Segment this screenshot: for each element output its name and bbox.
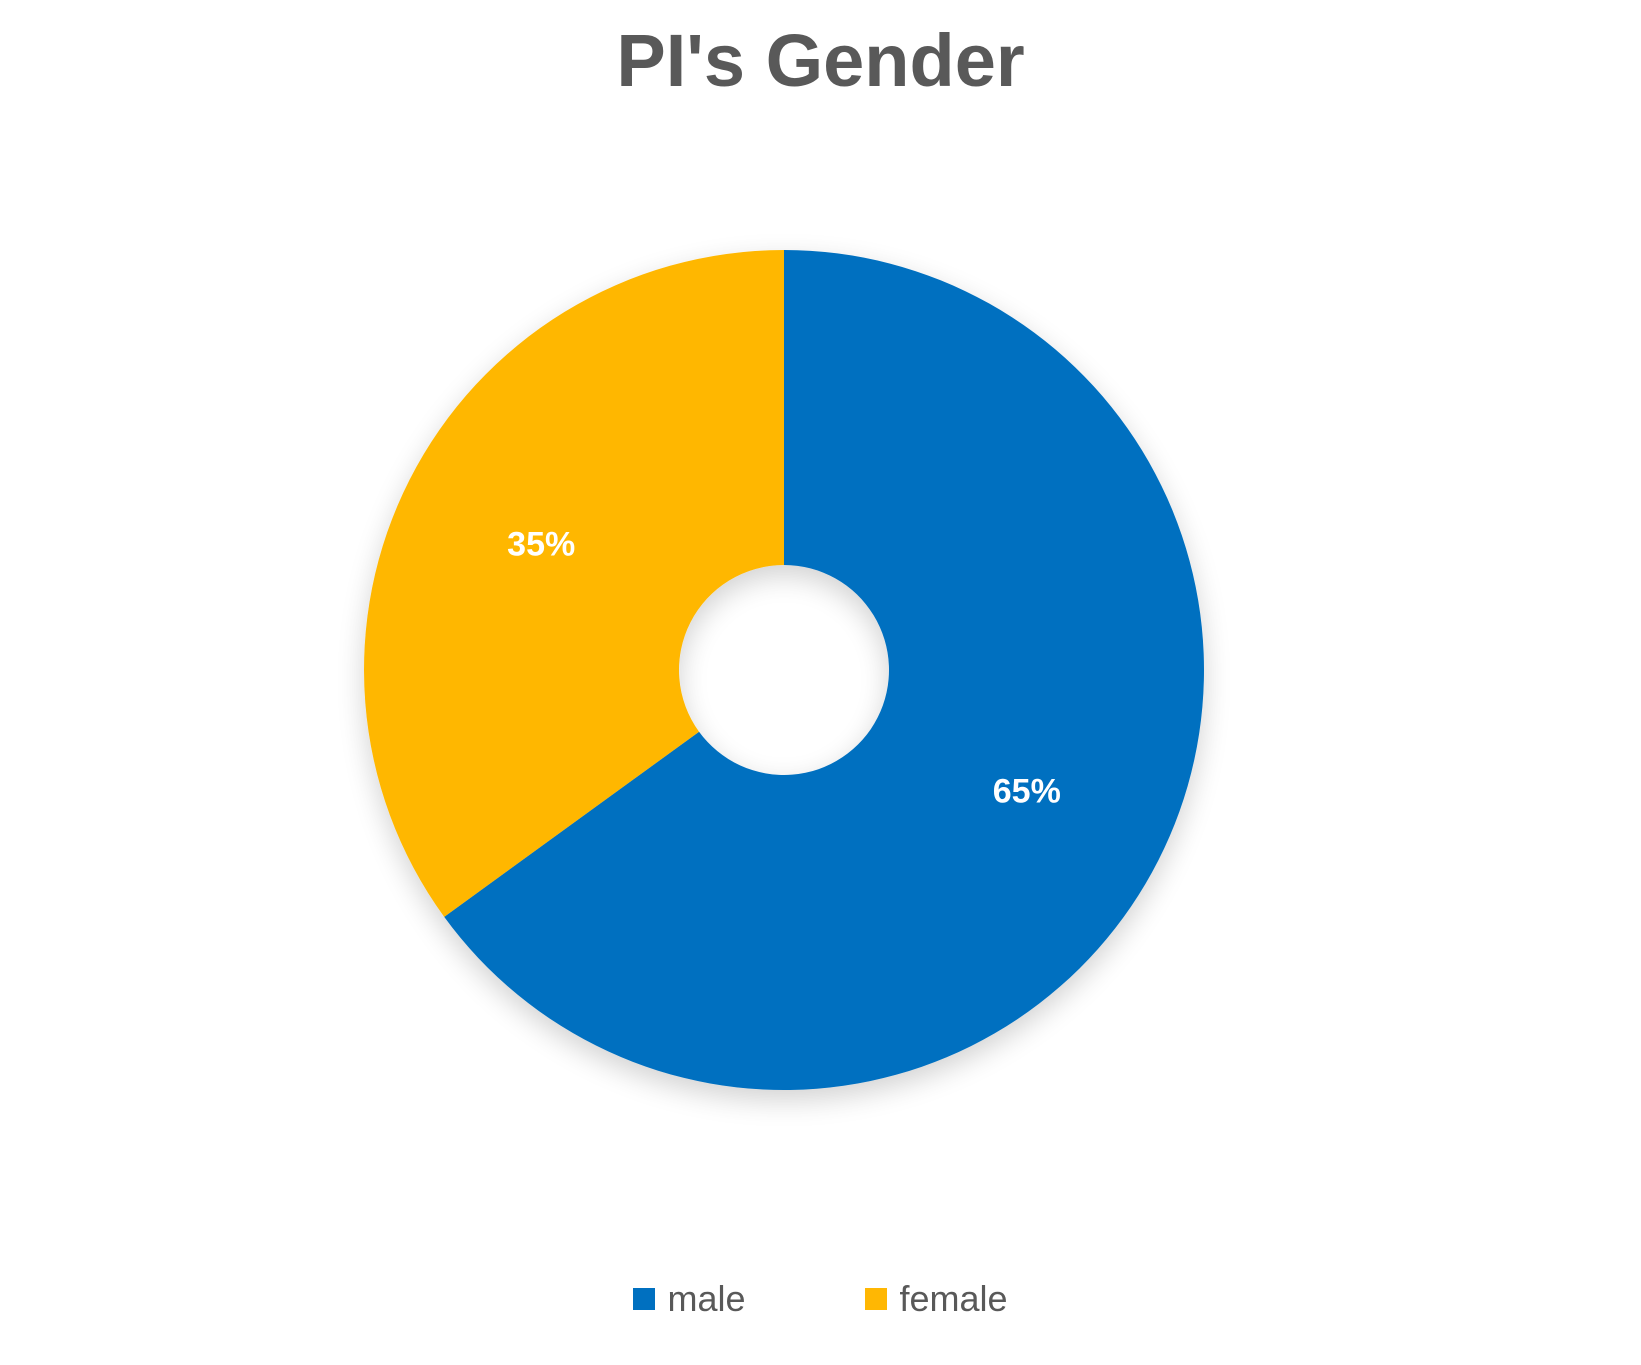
legend-label-female: female bbox=[899, 1278, 1008, 1319]
slice-male bbox=[444, 250, 1204, 1090]
legend-item-male: male bbox=[633, 1278, 745, 1320]
data-label-female: 35% bbox=[507, 525, 575, 563]
legend-swatch-male bbox=[633, 1288, 656, 1310]
legend-label-male: male bbox=[667, 1278, 746, 1319]
legend-item-female: female bbox=[865, 1278, 1008, 1320]
data-label-male: 65% bbox=[993, 773, 1061, 811]
data-labels-group: 65% 35% bbox=[507, 525, 1061, 810]
slice-female bbox=[363, 250, 784, 917]
legend-swatch-female bbox=[865, 1288, 888, 1310]
chart-title: PI's Gender bbox=[616, 19, 1025, 102]
slices-group bbox=[363, 250, 1204, 1090]
legend: male female bbox=[0, 1278, 1641, 1320]
